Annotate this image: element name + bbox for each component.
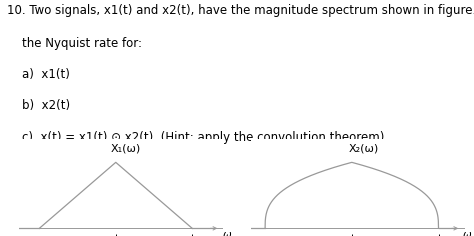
Text: c)  x(t) = x1(t) ⊙ x2(t)  (Hint: apply the convolution theorem): c) x(t) = x1(t) ⊙ x2(t) (Hint: apply the… bbox=[7, 131, 384, 144]
Text: 10. Two signals, x1(t) and x2(t), have the magnitude spectrum shown in figure. F: 10. Two signals, x1(t) and x2(t), have t… bbox=[7, 4, 474, 17]
Text: X₂(ω): X₂(ω) bbox=[348, 144, 379, 154]
Text: the Nyquist rate for:: the Nyquist rate for: bbox=[7, 37, 142, 50]
Text: $\omega$: $\omega$ bbox=[221, 230, 232, 236]
Text: X₁(ω): X₁(ω) bbox=[111, 144, 141, 154]
Text: b)  x2(t): b) x2(t) bbox=[7, 99, 70, 112]
Text: a)  x1(t): a) x1(t) bbox=[7, 68, 70, 81]
Text: $\omega$: $\omega$ bbox=[462, 230, 472, 236]
